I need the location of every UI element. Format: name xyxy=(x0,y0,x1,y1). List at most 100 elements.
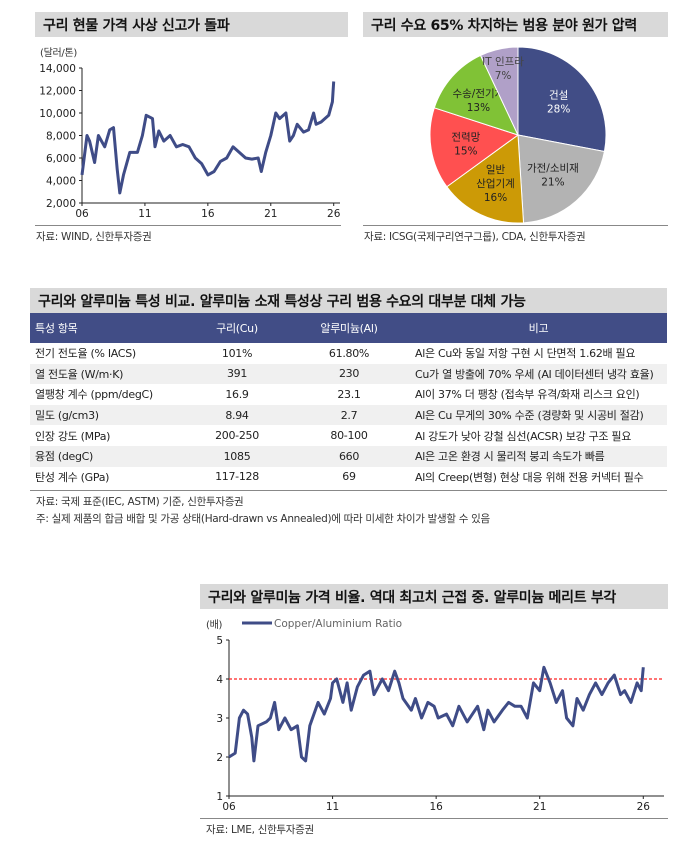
y-tick-label: 4 xyxy=(216,674,223,686)
note-cell: Al은 Cu 무게의 30% 수준 (경량화 및 시공비 절감) xyxy=(410,404,667,426)
table-note: 주: 실제 제품의 합금 배합 및 가공 상태(Hard-drawn vs An… xyxy=(36,513,490,525)
table-row: 전기 전도율 (% IACS) 101% 61.80% Al은 Cu와 동일 저항 구… xyxy=(30,343,667,364)
property-cell: 인장 강도 (MPa) xyxy=(35,429,111,443)
y-tick-label: 12,000 xyxy=(39,86,76,98)
slice-label: 건설 xyxy=(549,89,568,101)
property-cell: 열 전도율 (W/m·K) xyxy=(30,363,186,385)
ratio-source: 자료: LME, 신한투자증권 xyxy=(206,824,314,836)
ratio-ylabel: (배) xyxy=(206,620,223,631)
aluminium-cell: 61.80% xyxy=(328,346,370,360)
table-row: 밀도 (g/cm3) 8.94 2.7 Al은 Cu 무게의 30% 수준 (경량화 … xyxy=(30,404,667,426)
note-cell: Al의 Creep(변형) 현상 대응 위해 전용 커넥터 필수 xyxy=(415,470,644,484)
legend-label: Copper/Aluminium Ratio xyxy=(274,618,402,630)
series-line xyxy=(80,81,336,195)
copper-cell: 101% xyxy=(221,346,253,360)
table-row: 인장 강도 (MPa) 200-250 80-100 Al 강도가 낮아 강철 심선(… xyxy=(30,425,667,446)
property-cell: 탄성 계수 (GPa) xyxy=(35,470,110,484)
divider xyxy=(363,225,668,226)
table-row: 탄성 계수 (GPa) 117-128 69 Al의 Creep(변형) 현상 대응 … xyxy=(30,467,667,488)
x-tick-label: 21 xyxy=(533,801,546,813)
pie-slice xyxy=(429,107,520,188)
pie-slice xyxy=(517,134,606,224)
slice-percent: 13% xyxy=(467,102,490,114)
x-tick-label: 06 xyxy=(75,208,89,220)
copper-price-source: 자료: WIND, 신한투자증권 xyxy=(36,231,152,243)
aluminium-cell: 23.1 xyxy=(337,387,361,401)
y-tick-label: 10,000 xyxy=(39,108,76,120)
copper-cell: 117-128 xyxy=(215,470,259,484)
copper-cell: 16.9 xyxy=(225,387,249,401)
table-row: 열 전도율 (W/m·K) 391 230 Cu가 열 방출에 70% 우세 (AI … xyxy=(30,363,667,385)
slice-percent: 7% xyxy=(495,70,512,82)
aluminium-cell: 660 xyxy=(288,445,410,467)
slice-label: 산업기계 xyxy=(476,177,515,190)
aluminium-cell: 69 xyxy=(342,470,356,484)
ratio-title: 구리와 알루미늄 가격 비율. 역대 최고치 근접 중. 알루미늄 메리트 부각 xyxy=(200,584,668,609)
slice-label: 가전/소비재 xyxy=(527,163,579,175)
slice-percent: 16% xyxy=(484,192,507,204)
note-cell: Al은 Cu와 동일 저항 구현 시 단면적 1.62배 필요 xyxy=(415,347,636,361)
note-cell: Al 강도가 낮아 강철 심선(ACSR) 보강 구조 필요 xyxy=(415,429,632,443)
series-line xyxy=(228,665,645,763)
table-title: 구리와 알루미늄 특성 비교. 알루미늄 소재 특성상 구리 범용 수요의 대부… xyxy=(30,288,667,313)
note-cell: Cu가 열 방출에 70% 우세 (AI 데이터센터 냉각 효율) xyxy=(410,363,667,385)
col-header: 특성 항목 xyxy=(30,313,186,343)
divider xyxy=(30,490,667,491)
y-tick-label: 8,000 xyxy=(46,131,76,143)
x-tick-label: 16 xyxy=(429,801,443,813)
slice-label: 일반 xyxy=(486,163,506,176)
properties-table: 특성 항목 구리(Cu) 알루미늄(Al) 비고 전기 전도율 (% IACS)… xyxy=(30,313,667,487)
x-tick-label: 11 xyxy=(326,801,339,813)
y-tick-label: 2,000 xyxy=(46,198,76,210)
y-tick-label: 2 xyxy=(216,752,223,764)
note-cell: Al이 37% 더 팽창 (접속부 유격/화재 리스크 요인) xyxy=(415,388,640,402)
y-tick-label: 14,000 xyxy=(39,63,76,75)
aluminium-cell: 80-100 xyxy=(330,429,368,443)
y-tick-label: 1 xyxy=(216,791,223,803)
property-cell: 전기 전도율 (% IACS) xyxy=(35,347,136,361)
pie-slice xyxy=(446,134,525,224)
slice-label: IT 인프라 xyxy=(482,56,524,68)
copper-price-title: 구리 현물 가격 사상 신고가 돌파 xyxy=(35,12,348,37)
copper-cell: 1085 xyxy=(186,445,288,467)
copper-cell: 200-250 xyxy=(215,429,259,443)
copper-cell: 8.94 xyxy=(186,404,288,426)
x-tick-label: 26 xyxy=(637,801,651,813)
table-row: 융점 (degC) 1085 660 Al은 고온 환경 시 물리적 붕괴 속도가 빠… xyxy=(30,445,667,467)
y-tick-label: 6,000 xyxy=(46,153,76,165)
slice-label: 수송/전기차 xyxy=(452,88,504,100)
copper-demand-title: 구리 수요 65% 차지하는 범용 분야 원가 압력 xyxy=(363,12,668,37)
copper-cell: 391 xyxy=(186,363,288,385)
aluminium-cell: 230 xyxy=(288,363,410,385)
copper-price-ylabel: (달러/톤) xyxy=(40,48,77,59)
slice-percent: 21% xyxy=(541,177,564,189)
col-header: 비고 xyxy=(410,313,667,343)
pie-slice xyxy=(517,46,607,153)
col-header: 알루미늄(Al) xyxy=(288,313,410,343)
divider xyxy=(200,818,668,819)
table-source: 자료: 국제 표준(IEC, ASTM) 기준, 신한투자증권 xyxy=(36,496,244,508)
pie-slice xyxy=(433,54,519,136)
slice-label: 전력망 xyxy=(451,131,480,143)
divider xyxy=(35,225,341,226)
table-row: 열팽창 계수 (ppm/degC) 16.9 23.1 Al이 37% 더 팽창 (접… xyxy=(30,384,667,405)
x-tick-label: 21 xyxy=(264,208,277,220)
note-cell: Al은 고온 환경 시 물리적 붕괴 속도가 빠름 xyxy=(410,445,667,467)
slice-percent: 28% xyxy=(547,103,570,115)
y-tick-label: 4,000 xyxy=(46,176,76,188)
x-tick-label: 06 xyxy=(222,801,236,813)
y-tick-label: 3 xyxy=(216,713,223,725)
property-cell: 밀도 (g/cm3) xyxy=(30,404,186,426)
property-cell: 융점 (degC) xyxy=(30,445,186,467)
pie-slice xyxy=(479,46,519,136)
slice-percent: 15% xyxy=(454,145,477,157)
property-cell: 열팽창 계수 (ppm/degC) xyxy=(35,388,153,402)
aluminium-cell: 2.7 xyxy=(288,404,410,426)
y-tick-label: 5 xyxy=(216,635,223,647)
x-tick-label: 26 xyxy=(327,208,341,220)
copper-demand-source: 자료: ICSG(국제구리연구그룹), CDA, 신한투자증권 xyxy=(364,231,586,243)
x-tick-label: 11 xyxy=(138,208,151,220)
